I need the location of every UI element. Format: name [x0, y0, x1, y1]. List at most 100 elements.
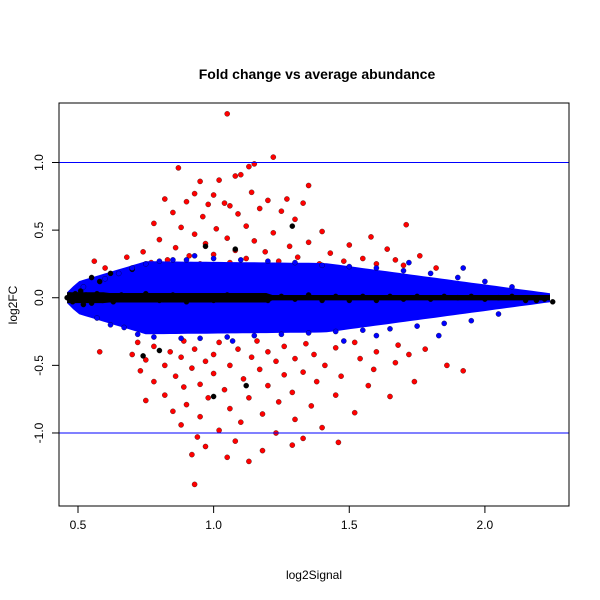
data-point — [197, 413, 203, 420]
data-point — [292, 355, 298, 362]
data-point — [69, 299, 76, 305]
data-point — [373, 297, 380, 304]
x-tick-label: 2.0 — [477, 518, 494, 532]
data-point — [243, 255, 249, 262]
data-point — [200, 213, 206, 220]
data-point — [183, 401, 190, 408]
data-point — [303, 340, 309, 347]
data-point — [197, 335, 203, 342]
data-point — [210, 370, 217, 377]
data-point — [210, 351, 217, 358]
data-point — [406, 351, 412, 358]
data-point — [533, 297, 540, 304]
data-point — [468, 317, 475, 324]
data-point — [246, 395, 252, 401]
data-point — [162, 196, 168, 202]
data-point — [172, 244, 179, 251]
data-point — [191, 346, 198, 352]
data-point — [400, 262, 407, 269]
data-point — [102, 265, 108, 271]
data-point — [156, 347, 163, 354]
data-point — [300, 369, 306, 375]
data-point — [278, 331, 285, 338]
data-point — [322, 362, 328, 369]
data-point — [221, 200, 228, 206]
data-point — [77, 288, 84, 294]
data-point — [191, 481, 198, 488]
data-point — [387, 293, 393, 300]
data-point — [99, 297, 106, 304]
data-point — [281, 372, 287, 378]
data-point — [235, 346, 241, 352]
data-point — [224, 235, 230, 241]
data-point — [229, 338, 236, 344]
data-point — [80, 284, 87, 290]
data-point — [224, 334, 230, 340]
data-point — [167, 349, 173, 355]
x-axis: 0.5 1.0 1.5 2.0 — [70, 505, 494, 532]
data-point — [224, 292, 230, 298]
data-point — [289, 389, 296, 396]
data-point — [313, 378, 320, 385]
data-point — [460, 265, 466, 271]
data-point — [210, 297, 217, 304]
data-point — [373, 349, 380, 355]
data-point — [270, 154, 277, 160]
data-point — [202, 358, 209, 365]
data-point — [115, 270, 122, 277]
data-point — [332, 345, 339, 351]
data-point — [455, 294, 461, 301]
data-point — [197, 381, 203, 388]
data-point — [88, 274, 95, 281]
data-point — [365, 382, 372, 389]
data-point — [351, 339, 358, 346]
data-point — [400, 296, 407, 302]
data-point — [395, 342, 401, 348]
chart-title: Fold change vs average abundance — [199, 66, 436, 82]
data-point — [178, 422, 184, 428]
data-point — [162, 362, 168, 369]
data-point — [224, 111, 230, 117]
data-point — [300, 435, 306, 442]
points-layer — [64, 111, 556, 488]
data-point — [210, 393, 217, 400]
data-point — [403, 221, 409, 228]
data-point — [414, 323, 420, 329]
data-point — [216, 177, 222, 183]
data-point — [265, 297, 271, 304]
data-point — [213, 226, 220, 232]
data-point — [118, 292, 125, 298]
data-point — [178, 224, 184, 231]
data-point — [129, 296, 135, 302]
data-point — [319, 297, 325, 304]
data-point — [294, 254, 301, 260]
data-point — [96, 278, 103, 285]
data-point — [387, 326, 393, 332]
data-point — [75, 296, 81, 302]
data-point — [72, 290, 79, 297]
data-point — [332, 293, 339, 300]
data-point — [265, 258, 271, 264]
data-point — [411, 378, 418, 385]
data-point — [265, 382, 271, 389]
data-point — [468, 293, 475, 300]
data-point — [189, 365, 195, 371]
data-point — [414, 293, 420, 300]
data-point — [107, 270, 114, 277]
data-point — [256, 205, 263, 212]
data-point — [289, 442, 296, 448]
data-point — [191, 190, 198, 197]
data-point — [143, 290, 149, 297]
data-point — [311, 351, 317, 358]
data-point — [433, 265, 439, 271]
data-point — [495, 311, 502, 317]
data-point — [134, 339, 141, 346]
data-point — [270, 230, 277, 236]
data-point — [259, 411, 266, 417]
data-point — [251, 332, 258, 339]
data-point — [143, 397, 149, 404]
data-point — [91, 258, 98, 264]
data-point — [482, 278, 488, 285]
data-point — [238, 296, 244, 302]
data-point — [265, 197, 271, 204]
